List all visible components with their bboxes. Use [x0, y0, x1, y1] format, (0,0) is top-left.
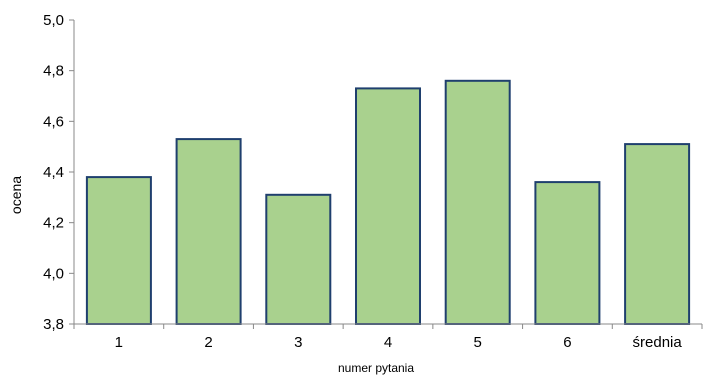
- x-tick-label-3: 4: [384, 334, 392, 351]
- x-tick-label-0: 1: [115, 334, 123, 351]
- y-tick-label-1: 4,0: [43, 265, 64, 282]
- bar-1: [175, 138, 242, 325]
- bar-2: [265, 193, 332, 325]
- bar-4: [444, 79, 511, 325]
- bar-3: [355, 87, 421, 326]
- x-tick-label-6: średnia: [633, 334, 683, 351]
- x-tick-label-4: 5: [474, 334, 482, 351]
- bar-6: [624, 143, 691, 325]
- y-tick-label-4: 4,6: [43, 113, 64, 130]
- x-tick-label-5: 6: [563, 334, 571, 351]
- y-tick-label-0: 3,8: [43, 316, 64, 333]
- y-axis-label: ocena: [8, 176, 24, 214]
- x-tick-label-2: 3: [294, 334, 302, 351]
- x-ticks-group: 1 2 3 4 5 6 średnia: [73, 324, 703, 351]
- bar-5: [534, 181, 601, 325]
- y-ticks-group: 3,8 4,0 4,2 4,4 4,6 4,8 5,0: [43, 12, 74, 333]
- x-axis-label: numer pytania: [338, 361, 414, 375]
- y-tick-label-3: 4,4: [43, 164, 64, 181]
- bar-0: [85, 176, 152, 325]
- y-tick-label-5: 4,8: [43, 63, 64, 80]
- y-tick-label-6: 5,0: [43, 12, 64, 29]
- bars-group: [85, 79, 691, 326]
- x-tick-label-1: 2: [204, 334, 212, 351]
- y-tick-label-2: 4,2: [43, 215, 64, 232]
